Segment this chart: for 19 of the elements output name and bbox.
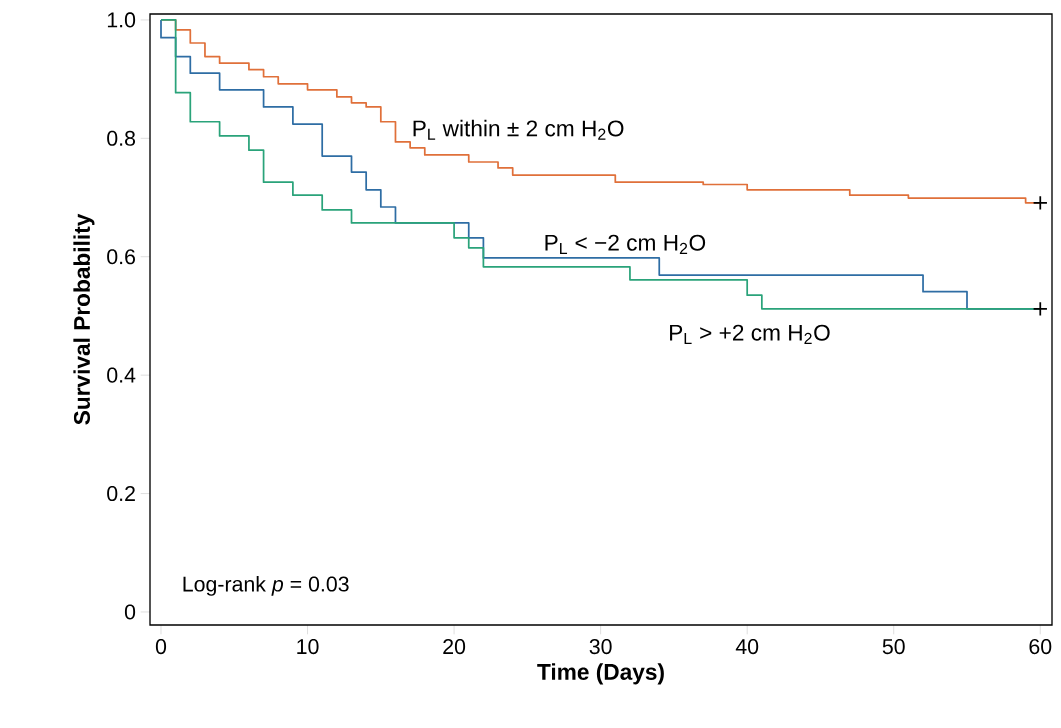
annotation: Log-rank p = 0.03 bbox=[183, 575, 349, 596]
x-axis-title: Time (Days) bbox=[537, 663, 664, 685]
x-tick-label: 40 bbox=[735, 639, 759, 655]
x-tick-label: 0 bbox=[155, 639, 167, 655]
x-tick-label: 30 bbox=[589, 639, 612, 655]
series-label: P$_{L}$ within ± 2 cm H$_{2}$O bbox=[413, 119, 624, 140]
y-tick-label: 0.8 bbox=[107, 130, 136, 146]
series-label: P$_{L}$ < −2 cm H$_{2}$O bbox=[545, 234, 706, 254]
y-tick-label: 1.0 bbox=[107, 12, 136, 28]
y-tick-label: 0.2 bbox=[107, 486, 135, 502]
y-tick-label: 0 bbox=[124, 604, 136, 620]
x-tick-label: 20 bbox=[443, 639, 466, 655]
x-tick-label: 60 bbox=[1029, 639, 1052, 655]
x-tick-label: 50 bbox=[882, 639, 905, 655]
y-axis-title: Survival Probability bbox=[73, 213, 95, 425]
series-label: P$_{L}$ > +2 cm H$_{2}$O bbox=[670, 324, 830, 344]
x-tick-label: 10 bbox=[297, 639, 319, 655]
y-tick-label: 0.6 bbox=[107, 249, 136, 265]
y-tick-label: 0.4 bbox=[107, 367, 136, 383]
